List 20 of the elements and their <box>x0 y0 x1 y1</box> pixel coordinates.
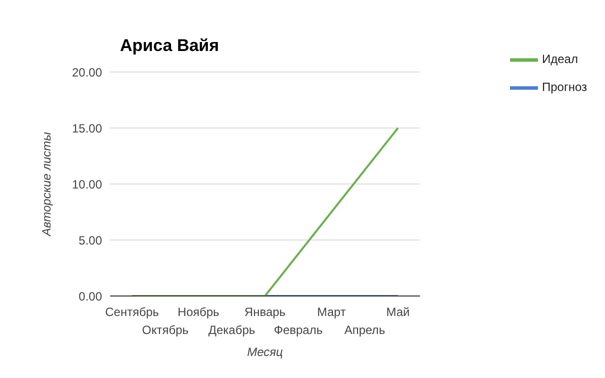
x-axis-title: Месяц <box>247 345 284 359</box>
x-tick-label: Сентябрь <box>105 305 159 319</box>
x-tick-label: Май <box>386 305 410 319</box>
chart-title: Ариса Вайя <box>120 36 220 56</box>
x-tick-label: Апрель <box>344 323 386 337</box>
x-tick-label: Ноябрь <box>178 305 220 319</box>
y-tick-label: 5.00 <box>78 233 102 248</box>
y-tick-label: 15.00 <box>72 121 102 136</box>
x-tick-label: Октябрь <box>142 323 189 337</box>
y-axis-title: Авторские листы <box>39 132 54 237</box>
y-tick-label: 10.00 <box>72 177 102 192</box>
y-tick-label: 20.00 <box>72 65 102 80</box>
legend-label: Идеал <box>542 52 578 66</box>
line-series <box>131 127 399 296</box>
x-tick-label: Февраль <box>274 323 323 337</box>
x-tick-label: Март <box>317 305 346 319</box>
x-tick-label: Декабрь <box>208 323 256 337</box>
legend-label: Прогноз <box>542 80 587 94</box>
y-tick-label: 0.00 <box>78 289 102 304</box>
x-tick-label: Январь <box>244 305 286 319</box>
